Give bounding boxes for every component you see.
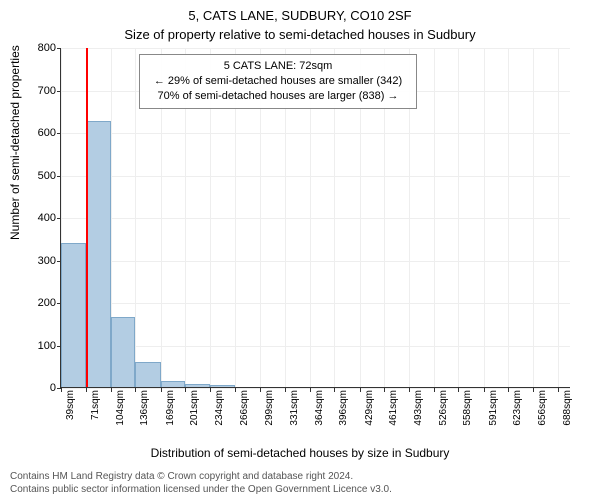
xtick-label: 201sqm bbox=[189, 390, 200, 426]
xtick-mark bbox=[434, 388, 435, 392]
histogram-bar bbox=[135, 362, 160, 388]
y-axis-label: Number of semi-detached properties bbox=[8, 45, 22, 240]
gridline-v bbox=[508, 48, 509, 387]
chart-title-main: 5, CATS LANE, SUDBURY, CO10 2SF bbox=[0, 8, 600, 23]
gridline-v bbox=[434, 48, 435, 387]
xtick-mark bbox=[360, 388, 361, 392]
x-axis-label: Distribution of semi-detached houses by … bbox=[0, 446, 600, 460]
xtick-label: 169sqm bbox=[165, 390, 176, 426]
gridline-h bbox=[61, 48, 570, 49]
footer-line1: Contains HM Land Registry data © Crown c… bbox=[10, 470, 590, 483]
plot-region: 010020030040050060070080039sqm71sqm104sq… bbox=[60, 48, 570, 388]
histogram-bar bbox=[61, 243, 86, 388]
xtick-label: 526sqm bbox=[438, 390, 449, 426]
histogram-bar bbox=[161, 381, 186, 387]
histogram-bar bbox=[86, 121, 111, 387]
xtick-label: 266sqm bbox=[239, 390, 250, 426]
gridline-h bbox=[61, 303, 570, 304]
marker-line bbox=[86, 48, 88, 387]
ytick-label: 200 bbox=[16, 297, 56, 309]
xtick-label: 688sqm bbox=[562, 390, 573, 426]
ytick-label: 500 bbox=[16, 170, 56, 182]
xtick-mark bbox=[310, 388, 311, 392]
xtick-mark bbox=[210, 388, 211, 392]
xtick-mark bbox=[458, 388, 459, 392]
gridline-h bbox=[61, 176, 570, 177]
gridline-v bbox=[558, 48, 559, 387]
gridline-h bbox=[61, 346, 570, 347]
xtick-label: 331sqm bbox=[289, 390, 300, 426]
xtick-label: 591sqm bbox=[488, 390, 499, 426]
xtick-mark bbox=[185, 388, 186, 392]
xtick-label: 136sqm bbox=[139, 390, 150, 426]
chart-area: 010020030040050060070080039sqm71sqm104sq… bbox=[60, 48, 570, 408]
xtick-mark bbox=[235, 388, 236, 392]
xtick-label: 299sqm bbox=[264, 390, 275, 426]
xtick-label: 396sqm bbox=[338, 390, 349, 426]
footer: Contains HM Land Registry data © Crown c… bbox=[10, 470, 590, 496]
gridline-h bbox=[61, 261, 570, 262]
xtick-label: 429sqm bbox=[364, 390, 375, 426]
xtick-mark bbox=[135, 388, 136, 392]
xtick-label: 364sqm bbox=[314, 390, 325, 426]
chart-title-sub: Size of property relative to semi-detach… bbox=[0, 27, 600, 42]
xtick-label: 558sqm bbox=[462, 390, 473, 426]
xtick-mark bbox=[161, 388, 162, 392]
xtick-mark bbox=[533, 388, 534, 392]
xtick-mark bbox=[558, 388, 559, 392]
ytick-label: 0 bbox=[16, 382, 56, 394]
xtick-mark bbox=[285, 388, 286, 392]
xtick-mark bbox=[61, 388, 62, 392]
ytick-label: 400 bbox=[16, 212, 56, 224]
xtick-mark bbox=[86, 388, 87, 392]
xtick-label: 656sqm bbox=[537, 390, 548, 426]
xtick-mark bbox=[111, 388, 112, 392]
xtick-mark bbox=[384, 388, 385, 392]
gridline-v bbox=[533, 48, 534, 387]
xtick-label: 623sqm bbox=[512, 390, 523, 426]
xtick-mark bbox=[260, 388, 261, 392]
ytick-label: 300 bbox=[16, 255, 56, 267]
xtick-mark bbox=[334, 388, 335, 392]
ytick-label: 800 bbox=[16, 42, 56, 54]
histogram-bar bbox=[111, 317, 136, 387]
gridline-h bbox=[61, 133, 570, 134]
ytick-label: 700 bbox=[16, 85, 56, 97]
info-box: 5 CATS LANE: 72sqm← 29% of semi-detached… bbox=[139, 54, 417, 109]
gridline-v bbox=[135, 48, 136, 387]
xtick-label: 104sqm bbox=[115, 390, 126, 426]
histogram-bar bbox=[185, 384, 210, 387]
xtick-mark bbox=[508, 388, 509, 392]
xtick-label: 461sqm bbox=[388, 390, 399, 426]
xtick-label: 71sqm bbox=[90, 390, 101, 420]
xtick-label: 234sqm bbox=[214, 390, 225, 426]
xtick-label: 493sqm bbox=[413, 390, 424, 426]
gridline-h bbox=[61, 388, 570, 389]
gridline-h bbox=[61, 218, 570, 219]
xtick-mark bbox=[484, 388, 485, 392]
info-box-line2: 70% of semi-detached houses are larger (… bbox=[146, 89, 410, 104]
ytick-label: 100 bbox=[16, 340, 56, 352]
ytick-label: 600 bbox=[16, 127, 56, 139]
xtick-mark bbox=[409, 388, 410, 392]
footer-line2: Contains public sector information licen… bbox=[10, 483, 590, 496]
info-box-title: 5 CATS LANE: 72sqm bbox=[146, 59, 410, 74]
histogram-bar bbox=[210, 385, 235, 387]
info-box-line1: ← 29% of semi-detached houses are smalle… bbox=[146, 74, 410, 89]
xtick-label: 39sqm bbox=[65, 390, 76, 420]
gridline-v bbox=[484, 48, 485, 387]
gridline-v bbox=[458, 48, 459, 387]
